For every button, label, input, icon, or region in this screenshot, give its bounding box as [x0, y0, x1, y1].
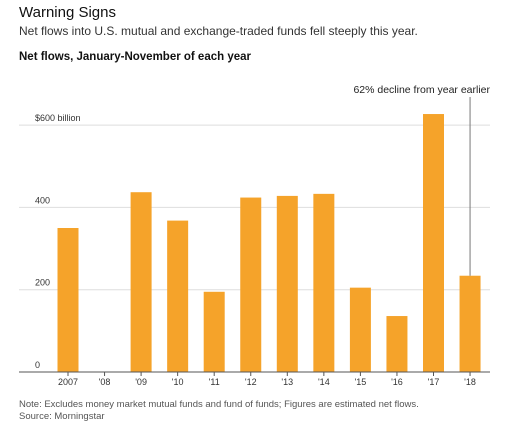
x-tick-label: 2007: [58, 377, 78, 387]
bar: [459, 275, 481, 372]
bar: [276, 195, 298, 372]
bar: [349, 287, 371, 372]
y-tick-label: 400: [35, 195, 50, 205]
y-tick-label: 0: [35, 360, 40, 370]
annotation-text: 62% decline from year earlier: [353, 84, 490, 96]
bar: [386, 316, 408, 372]
bar: [313, 193, 335, 372]
chart-note: Note: Excludes money market mutual funds…: [19, 399, 419, 410]
chart-heading: Net flows, January-November of each year: [19, 51, 251, 63]
labels: 0 200 400 $600 billion 2007 '08 '09 '10 '11 '12 '1…: [35, 113, 476, 387]
annotation-layer: 62% decline from year earlier: [353, 84, 491, 276]
bar: [203, 291, 225, 372]
y-tick-label: $600 billion: [35, 113, 81, 123]
x-tick-label: '09: [135, 377, 147, 387]
x-tick-label: '13: [281, 377, 293, 387]
x-tick-label: '14: [318, 377, 330, 387]
x-tick-label: '11: [209, 377, 220, 387]
axes: [19, 371, 490, 376]
x-tick-label: '17: [428, 377, 440, 387]
x-tick-label: '18: [464, 377, 476, 387]
bar: [423, 114, 444, 372]
x-tick-label: '10: [172, 377, 184, 387]
x-tick-label: '12: [245, 377, 257, 387]
x-tick-label: '16: [391, 377, 403, 387]
bar: [130, 192, 152, 372]
bars: [57, 114, 481, 372]
bar: [57, 228, 79, 372]
chart-title: Warning Signs: [19, 4, 116, 21]
chart-source: Source: Morningstar: [19, 411, 105, 422]
x-tick-label: '15: [355, 377, 367, 387]
y-tick-label: 200: [35, 278, 50, 288]
bar: [240, 197, 262, 372]
chart-subtitle: Net flows into U.S. mutual and exchange-…: [19, 24, 418, 38]
x-tick-label: '08: [99, 377, 111, 387]
bar: [167, 220, 189, 372]
